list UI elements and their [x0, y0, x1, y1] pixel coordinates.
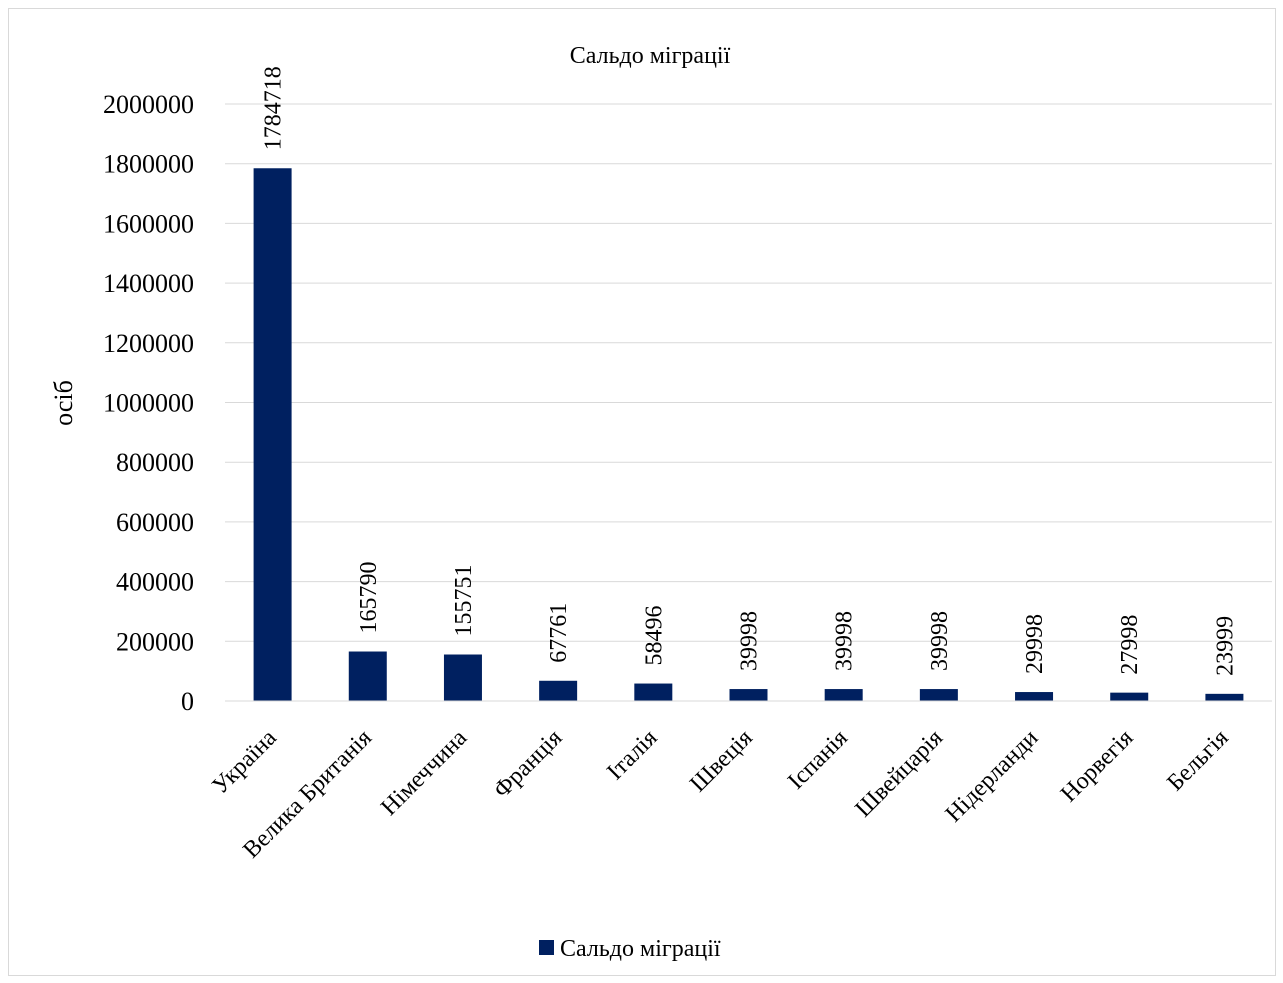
y-axis-label: осіб [49, 380, 78, 426]
bar [539, 680, 578, 701]
legend-swatch [539, 940, 554, 955]
category-label: Норвегія [1056, 725, 1139, 808]
legend: Сальдо міграції [539, 936, 721, 962]
data-label: 67761 [546, 603, 572, 663]
bars [253, 168, 1244, 702]
data-label: 39998 [737, 611, 763, 671]
data-label: 165790 [356, 562, 382, 634]
data-label: 29998 [1022, 614, 1048, 674]
bar [634, 683, 673, 701]
chart-frame [8, 8, 1276, 976]
y-tick-label: 1600000 [103, 209, 194, 238]
y-tick-label: 2000000 [103, 90, 194, 119]
data-label: 27998 [1117, 615, 1143, 675]
y-tick-label: 1000000 [103, 389, 194, 418]
legend-label: Сальдо міграції [560, 936, 721, 962]
data-label: 155751 [451, 565, 477, 637]
bar [348, 651, 387, 701]
bar [1110, 692, 1149, 701]
data-label: 39998 [832, 611, 858, 671]
category-label: Швейцарія [850, 725, 948, 823]
bar [1015, 692, 1054, 701]
chart-title: Сальдо міграції [570, 43, 731, 69]
y-tick-label: 200000 [116, 627, 194, 656]
category-label: Нідерланди [941, 725, 1044, 828]
data-label: 1784718 [261, 66, 287, 150]
y-tick-label: 1800000 [103, 150, 194, 179]
bar [253, 168, 292, 702]
y-tick-label: 1200000 [103, 329, 194, 358]
gridlines [225, 103, 1272, 642]
bar [443, 654, 482, 701]
data-labels: 1784718 165790 155751 67761 58496 39998 39998 3… [261, 66, 1239, 676]
category-label: Україна [207, 725, 282, 800]
bar [1205, 693, 1244, 701]
category-label: Швеція [685, 725, 758, 798]
y-tick-label: 600000 [116, 508, 194, 537]
category-label: Німеччина [376, 725, 472, 821]
bar [824, 689, 863, 701]
bar [919, 689, 958, 701]
data-label: 39998 [927, 611, 953, 671]
bar [729, 689, 768, 701]
y-tick-label: 800000 [116, 448, 194, 477]
y-axis-tick-labels: 0 200000 400000 600000 800000 1000000 1200000 1… [103, 90, 194, 716]
category-label: Іспанія [783, 725, 853, 795]
y-tick-label: 1400000 [103, 269, 194, 298]
data-label: 23999 [1212, 616, 1238, 676]
y-tick-label: 400000 [116, 568, 194, 597]
data-label: 58496 [641, 606, 667, 666]
category-label: Італія [602, 725, 662, 785]
category-label: Бельгія [1162, 725, 1233, 796]
y-tick-label: 0 [181, 687, 194, 716]
category-label: Франція [489, 725, 567, 803]
